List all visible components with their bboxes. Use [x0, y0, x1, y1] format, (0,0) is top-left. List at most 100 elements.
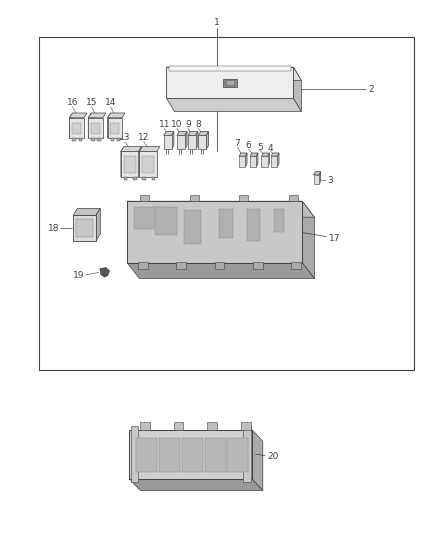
- Bar: [291, 262, 301, 269]
- Bar: [129, 430, 252, 479]
- Polygon shape: [107, 113, 110, 138]
- Text: 3: 3: [328, 176, 333, 185]
- Bar: [177, 135, 185, 149]
- Bar: [107, 118, 122, 138]
- Bar: [226, 80, 234, 85]
- Polygon shape: [88, 113, 106, 118]
- Bar: [176, 262, 186, 269]
- Bar: [227, 438, 248, 472]
- Bar: [140, 195, 149, 201]
- Polygon shape: [164, 132, 174, 135]
- Bar: [117, 138, 120, 141]
- Text: 1: 1: [214, 18, 220, 27]
- Polygon shape: [188, 132, 198, 135]
- Bar: [133, 177, 137, 180]
- Polygon shape: [121, 147, 141, 151]
- Polygon shape: [239, 153, 247, 156]
- Bar: [164, 135, 172, 149]
- Text: 15: 15: [86, 98, 97, 107]
- Bar: [205, 438, 226, 472]
- Bar: [110, 138, 114, 141]
- Bar: [140, 422, 150, 430]
- Bar: [152, 177, 155, 180]
- Bar: [219, 208, 233, 238]
- Bar: [142, 177, 146, 180]
- Polygon shape: [96, 208, 100, 241]
- Polygon shape: [250, 153, 258, 156]
- Polygon shape: [139, 147, 142, 177]
- Polygon shape: [121, 147, 124, 177]
- Polygon shape: [88, 113, 92, 138]
- Bar: [155, 207, 177, 235]
- Bar: [72, 123, 81, 134]
- Bar: [182, 438, 203, 472]
- Bar: [131, 426, 138, 482]
- Bar: [139, 151, 157, 177]
- Bar: [73, 215, 96, 241]
- Text: 13: 13: [119, 133, 131, 142]
- Polygon shape: [166, 98, 301, 111]
- Text: 10: 10: [171, 120, 182, 129]
- Bar: [142, 156, 154, 173]
- Text: 6: 6: [245, 141, 251, 150]
- Polygon shape: [256, 153, 258, 167]
- Bar: [271, 156, 277, 167]
- Polygon shape: [177, 132, 187, 135]
- Bar: [239, 156, 245, 167]
- Bar: [97, 138, 101, 141]
- Bar: [134, 207, 165, 229]
- Bar: [274, 208, 284, 232]
- Polygon shape: [196, 132, 198, 149]
- Polygon shape: [261, 153, 269, 156]
- Bar: [39, 37, 414, 370]
- Bar: [110, 123, 119, 134]
- Polygon shape: [172, 132, 174, 149]
- Text: 2: 2: [368, 85, 374, 93]
- Polygon shape: [127, 201, 314, 217]
- Bar: [92, 138, 95, 141]
- Text: 14: 14: [105, 98, 116, 107]
- Polygon shape: [206, 132, 208, 149]
- Bar: [78, 138, 82, 141]
- Bar: [223, 78, 237, 86]
- Bar: [215, 262, 224, 269]
- Bar: [138, 262, 148, 269]
- Text: 11: 11: [159, 120, 170, 129]
- Bar: [159, 438, 180, 472]
- Polygon shape: [69, 113, 72, 138]
- Bar: [124, 177, 127, 180]
- Bar: [166, 67, 293, 98]
- Polygon shape: [166, 67, 301, 80]
- Polygon shape: [139, 147, 160, 151]
- Polygon shape: [277, 153, 279, 167]
- Bar: [121, 151, 138, 177]
- Text: 18: 18: [48, 224, 59, 232]
- Bar: [241, 422, 251, 430]
- Bar: [91, 123, 100, 134]
- Polygon shape: [107, 113, 125, 118]
- Bar: [76, 219, 93, 237]
- Text: 20: 20: [267, 453, 279, 461]
- Bar: [253, 262, 263, 269]
- Bar: [198, 135, 206, 149]
- Bar: [261, 156, 268, 167]
- Polygon shape: [69, 113, 87, 118]
- Bar: [190, 195, 198, 201]
- Polygon shape: [100, 268, 110, 277]
- Text: 4: 4: [268, 144, 273, 152]
- Bar: [69, 118, 84, 138]
- Bar: [88, 118, 102, 138]
- Polygon shape: [319, 172, 321, 184]
- Polygon shape: [245, 153, 247, 167]
- Bar: [169, 66, 291, 71]
- Text: 12: 12: [138, 133, 149, 142]
- Bar: [240, 195, 248, 201]
- Bar: [289, 195, 298, 201]
- Polygon shape: [268, 153, 269, 167]
- Text: 17: 17: [328, 234, 340, 243]
- Polygon shape: [293, 67, 301, 111]
- Text: 16: 16: [67, 98, 78, 107]
- Bar: [207, 422, 217, 430]
- Bar: [250, 156, 256, 167]
- Polygon shape: [73, 208, 100, 215]
